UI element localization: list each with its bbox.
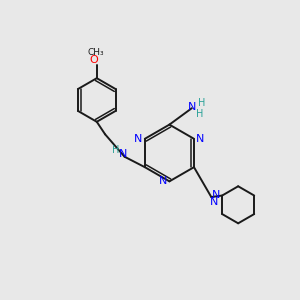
Text: N: N <box>134 134 142 144</box>
Text: CH₃: CH₃ <box>88 48 104 57</box>
Text: H: H <box>196 109 204 118</box>
Text: N: N <box>209 197 218 207</box>
Text: O: O <box>89 55 98 65</box>
Text: N: N <box>119 149 127 159</box>
Text: N: N <box>159 176 167 186</box>
Text: H: H <box>198 98 205 108</box>
Text: N: N <box>188 102 196 112</box>
Text: N: N <box>196 134 205 144</box>
Text: N: N <box>212 190 220 200</box>
Text: H: H <box>112 145 119 155</box>
